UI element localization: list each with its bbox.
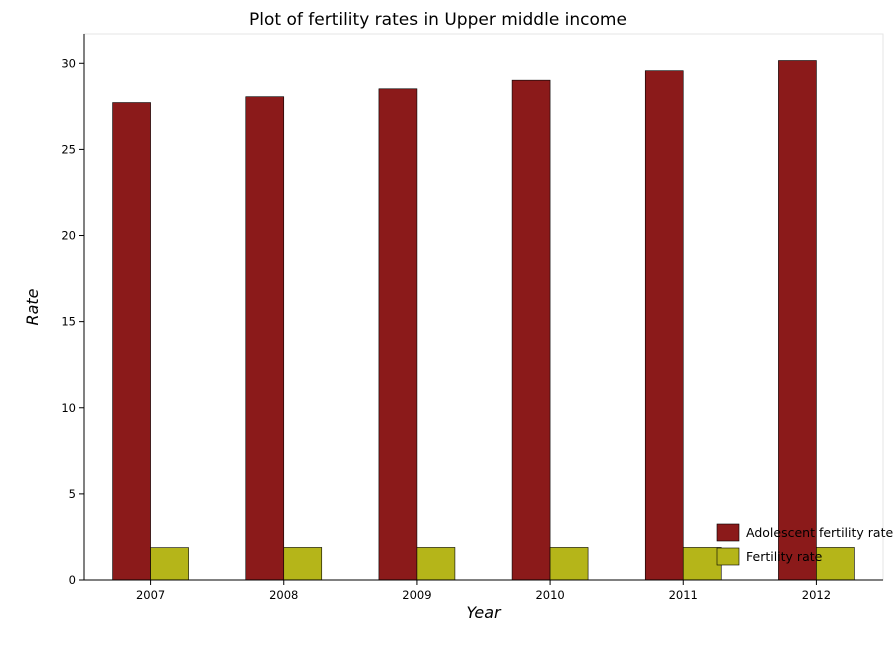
x-tick-label: 2012 bbox=[802, 588, 831, 602]
bar bbox=[378, 88, 418, 581]
x-tick-label: 2010 bbox=[535, 588, 564, 602]
bar bbox=[511, 79, 551, 581]
bar bbox=[778, 60, 817, 581]
chart-title: Plot of fertility rates in Upper middle … bbox=[249, 10, 627, 30]
y-axis: 0 5 10 15 20 25 30 bbox=[61, 34, 85, 587]
y-axis-label: Rate bbox=[23, 288, 42, 325]
bar bbox=[416, 547, 456, 581]
y-tick-label: 0 bbox=[69, 573, 76, 587]
bar bbox=[245, 96, 285, 581]
y-tick-label: 30 bbox=[61, 56, 76, 70]
bar bbox=[549, 547, 589, 581]
x-tick-label: 2007 bbox=[136, 588, 165, 602]
legend-swatch bbox=[716, 523, 740, 542]
bar bbox=[150, 547, 189, 581]
bar bbox=[644, 70, 684, 581]
y-tick-label: 20 bbox=[61, 229, 76, 243]
x-axis: 2007 2008 2009 2010 2011 2012 bbox=[84, 579, 883, 602]
y-tick-label: 10 bbox=[61, 401, 76, 415]
bars-group bbox=[112, 60, 855, 581]
bar bbox=[283, 547, 323, 581]
y-tick-label: 25 bbox=[61, 142, 76, 156]
x-axis-label: Year bbox=[466, 603, 502, 622]
legend-label: Adolescent fertility rate bbox=[746, 525, 893, 540]
bar bbox=[112, 102, 151, 581]
x-tick-label: 2008 bbox=[269, 588, 298, 602]
bar bbox=[682, 547, 722, 581]
legend-swatch bbox=[716, 547, 740, 566]
legend-label: Fertility rate bbox=[746, 549, 823, 564]
x-tick-label: 2011 bbox=[669, 588, 698, 602]
x-tick-label: 2009 bbox=[402, 588, 431, 602]
y-tick-label: 15 bbox=[61, 315, 76, 329]
y-tick-label: 5 bbox=[69, 487, 76, 501]
legend: Adolescent fertility rate Fertility rate bbox=[716, 523, 893, 566]
